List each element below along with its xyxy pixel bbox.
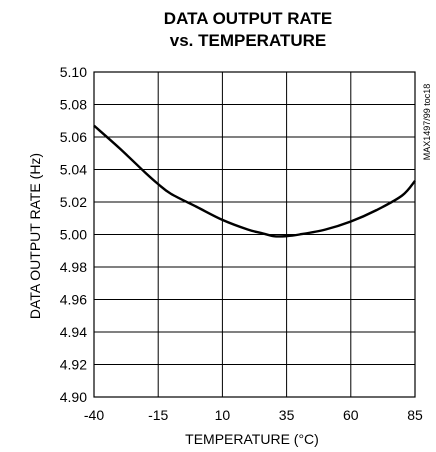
x-tick-label: 10 [215,407,231,423]
x-tick-label: 85 [407,407,423,423]
x-tick-label: -40 [84,407,104,423]
x-axis-label: TEMPERATURE (°C) [185,431,319,447]
series-layer [93,124,416,238]
x-tick-label: 60 [343,407,359,423]
y-tick-label: 5.06 [60,129,87,145]
y-tick-label: 4.98 [60,259,87,275]
y-tick-label: 4.96 [60,292,87,308]
y-tick-label: 4.92 [60,357,87,373]
series-line [93,124,416,238]
plot-frame [93,71,416,398]
x-tick-labels: -40 -15 10 35 60 85 [84,407,423,423]
y-tick-label: 5.10 [60,64,87,80]
y-tick-label: 5.02 [60,194,87,210]
figure-reference-label: MAX1497/99 toc18 [422,84,432,161]
x-tick-label: -15 [148,407,168,423]
chart-title-line-2: vs. TEMPERATURE [170,31,327,50]
x-tick-label: 35 [279,407,295,423]
grid-layer [93,71,416,398]
y-tick-labels: 4.90 4.92 4.94 4.96 4.98 5.00 5.02 5.04 5.06 5.08… [60,64,87,405]
y-tick-label: 4.90 [60,389,87,405]
y-tick-label: 5.04 [60,162,87,178]
chart-title-line-1: DATA OUTPUT RATE [164,9,332,28]
y-tick-label: 5.08 [60,97,87,113]
y-tick-label: 4.94 [60,324,87,340]
y-tick-label: 5.00 [60,227,87,243]
y-axis-label: DATA OUTPUT RATE (Hz) [27,153,43,319]
